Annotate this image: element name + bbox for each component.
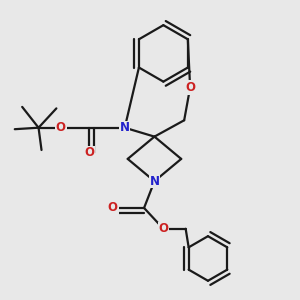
- Text: O: O: [56, 121, 66, 134]
- Text: O: O: [158, 222, 168, 235]
- Text: O: O: [185, 81, 195, 94]
- Text: N: N: [120, 121, 130, 134]
- Text: N: N: [149, 175, 160, 188]
- Text: O: O: [108, 202, 118, 214]
- Text: O: O: [84, 146, 94, 160]
